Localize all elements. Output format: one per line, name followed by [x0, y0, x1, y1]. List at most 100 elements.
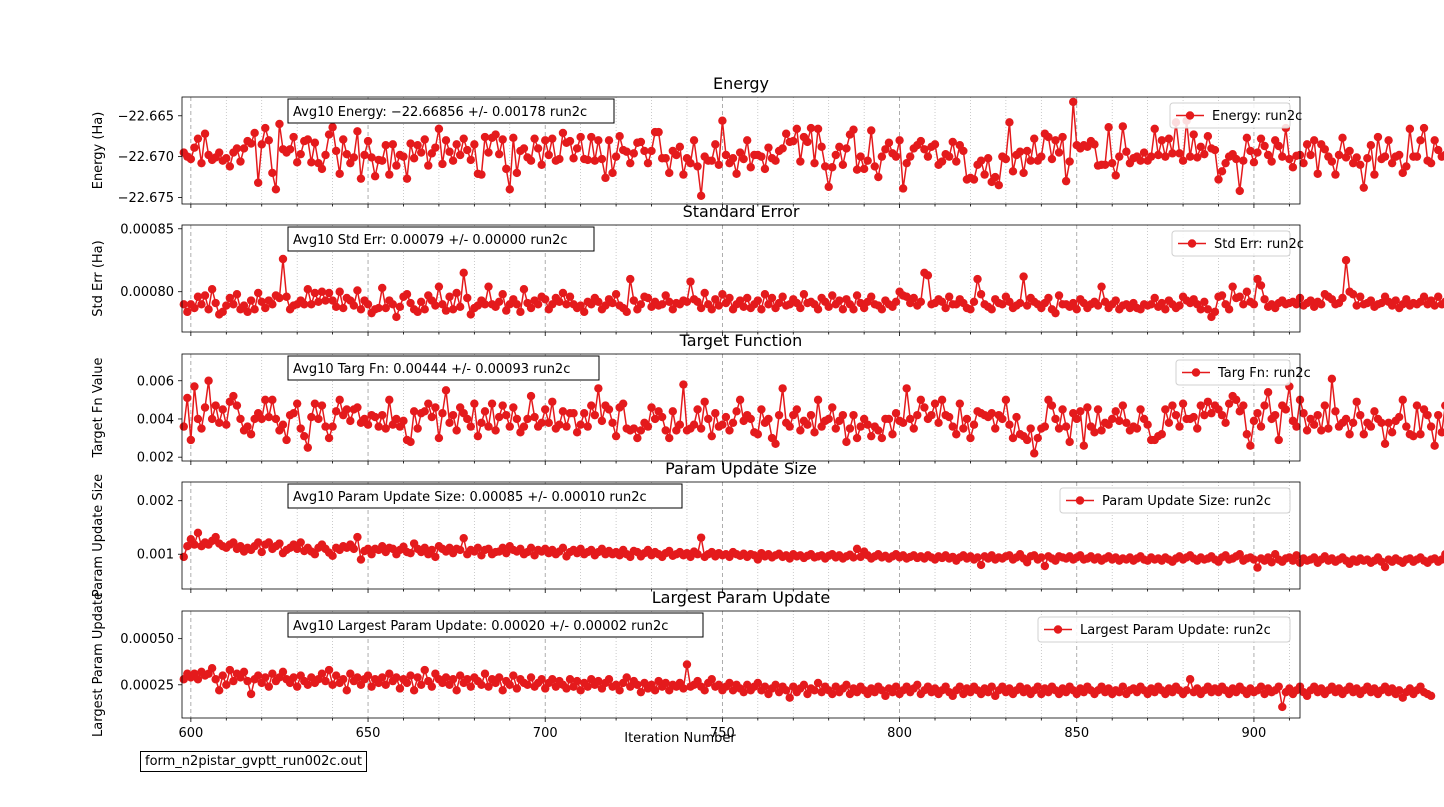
data-point	[466, 682, 475, 691]
data-point	[1069, 97, 1078, 107]
data-point	[576, 132, 585, 142]
data-point	[898, 418, 908, 427]
data-point	[700, 288, 709, 298]
data-point	[548, 134, 557, 143]
data-point	[636, 426, 646, 435]
data-point	[891, 297, 901, 306]
data-point	[339, 303, 348, 313]
data-point	[1345, 146, 1354, 156]
data-point	[1441, 401, 1444, 410]
data-point	[1317, 300, 1326, 309]
axes-frame	[181, 224, 1301, 333]
stats-annotation-text: Avg10 Std Err: 0.00079 +/- 0.00000 run2c	[293, 233, 568, 248]
data-point	[1416, 430, 1425, 439]
data-point	[420, 305, 429, 314]
data-point	[441, 673, 451, 682]
data-point	[200, 291, 210, 300]
data-point	[356, 174, 366, 183]
data-point	[215, 418, 224, 427]
data-point	[1228, 282, 1237, 291]
data-point	[867, 126, 876, 135]
data-point	[1090, 428, 1099, 437]
data-point	[1097, 282, 1106, 291]
data-point	[937, 157, 947, 166]
data-point	[1178, 156, 1188, 165]
axes-frame	[181, 96, 1301, 205]
data-point	[1175, 422, 1184, 431]
data-point	[406, 437, 415, 447]
data-point	[923, 271, 933, 280]
data-points	[179, 660, 1436, 712]
data-point	[842, 437, 851, 447]
y-tick-label: 0.00085	[120, 222, 174, 237]
data-point	[796, 426, 805, 435]
data-point	[891, 409, 901, 418]
data-point	[626, 274, 635, 284]
data-point	[983, 154, 993, 163]
data-point	[1146, 152, 1156, 161]
data-point	[494, 412, 504, 422]
data-point	[342, 149, 351, 159]
data-point	[1267, 558, 1276, 567]
data-point	[215, 686, 224, 695]
data-point	[1161, 152, 1170, 161]
data-point	[378, 673, 387, 682]
data-point	[583, 422, 592, 431]
data-point	[275, 293, 284, 303]
data-point	[303, 680, 312, 689]
data-point	[523, 680, 532, 689]
data-point	[218, 671, 227, 680]
data-point	[774, 410, 784, 420]
data-point	[689, 420, 699, 429]
legend-marker-swatch	[1191, 368, 1201, 377]
data-point	[668, 407, 677, 416]
data-point	[378, 283, 387, 293]
data-point	[675, 420, 685, 429]
data-point	[197, 424, 206, 433]
data-point	[604, 675, 614, 684]
data-point	[587, 132, 596, 142]
data-point	[1370, 170, 1379, 179]
data-point	[1079, 441, 1089, 450]
legend-marker-swatch	[1187, 239, 1197, 248]
data-point	[1054, 148, 1064, 157]
data-point	[392, 312, 401, 322]
data-point	[1040, 422, 1050, 431]
data-point	[980, 170, 989, 179]
data-point	[941, 303, 950, 313]
data-point	[388, 300, 398, 309]
data-point	[572, 144, 582, 153]
data-point	[533, 300, 543, 309]
data-point	[611, 431, 621, 441]
data-point	[874, 172, 883, 182]
data-point	[952, 157, 961, 166]
data-point	[264, 682, 274, 691]
subplot-1: −22.675 −22.670 −22.665 Energy Energy (Ha) Av…	[91, 74, 1444, 208]
legend-marker-swatch	[1075, 496, 1085, 505]
data-point	[1203, 397, 1213, 406]
data-point	[1299, 409, 1308, 418]
data-point	[1356, 410, 1365, 420]
data-point	[445, 147, 454, 156]
axes-frame	[181, 610, 1301, 719]
data-point	[331, 407, 341, 416]
data-point	[1430, 441, 1439, 450]
data-point	[1441, 297, 1444, 306]
data-point	[296, 149, 305, 159]
data-point	[973, 553, 982, 562]
data-point	[484, 422, 493, 431]
data-point	[253, 538, 263, 547]
data-point	[1118, 401, 1128, 410]
data-point	[944, 412, 954, 422]
data-point	[870, 162, 879, 171]
data-point	[530, 412, 539, 422]
data-point	[1338, 293, 1347, 303]
data-point	[229, 391, 238, 401]
data-point	[342, 686, 351, 695]
data-point	[1256, 422, 1266, 431]
data-point	[753, 430, 763, 439]
data-point	[183, 542, 192, 551]
data-point	[640, 146, 649, 156]
data-point	[849, 553, 858, 562]
data-point	[849, 410, 858, 420]
